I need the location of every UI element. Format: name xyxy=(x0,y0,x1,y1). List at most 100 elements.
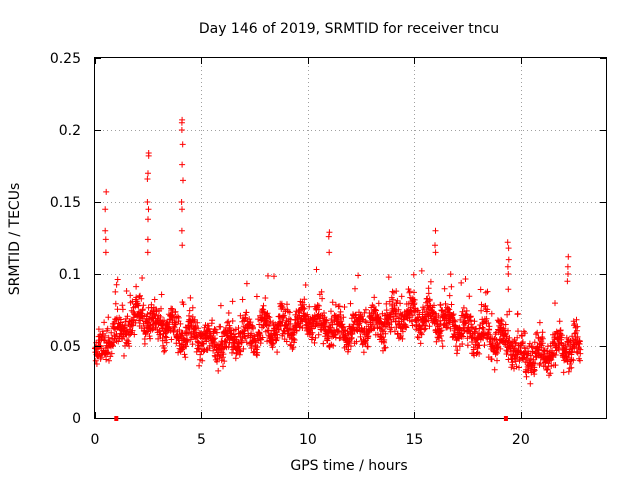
data-point xyxy=(129,322,136,329)
data-point xyxy=(373,307,379,314)
data-point xyxy=(505,245,512,252)
data-point xyxy=(380,334,387,341)
data-point xyxy=(110,343,116,349)
chart-title: Day 146 of 2019, SRMTID for receiver tnc… xyxy=(199,21,499,37)
data-point xyxy=(395,306,402,313)
data-point xyxy=(144,176,151,182)
data-point xyxy=(573,316,580,323)
data-point xyxy=(254,344,261,351)
data-point xyxy=(243,280,250,287)
data-point xyxy=(145,170,151,177)
data-point xyxy=(249,322,256,329)
data-point xyxy=(426,323,433,330)
data-point xyxy=(415,334,422,341)
data-point xyxy=(144,236,151,243)
data-point xyxy=(532,360,538,367)
data-point xyxy=(314,302,321,309)
data-point xyxy=(108,329,115,336)
data-point xyxy=(181,351,188,358)
data-point xyxy=(103,356,110,363)
data-point xyxy=(385,320,392,327)
data-point xyxy=(447,271,454,278)
data-point xyxy=(448,301,455,308)
data-point xyxy=(140,302,147,309)
data-point xyxy=(284,301,290,308)
data-point xyxy=(362,306,369,313)
data-point xyxy=(548,356,555,363)
data-point xyxy=(102,249,109,256)
data-point xyxy=(522,344,528,351)
data-point xyxy=(488,356,495,363)
data-point xyxy=(190,318,197,325)
data-point xyxy=(243,309,250,316)
data-point xyxy=(219,333,226,340)
data-point xyxy=(340,324,347,331)
data-point xyxy=(271,325,277,332)
data-point xyxy=(209,317,216,324)
data-point xyxy=(302,282,309,288)
data-point xyxy=(174,313,181,320)
data-point xyxy=(242,335,249,342)
data-point xyxy=(341,327,348,334)
x-axis-marker xyxy=(503,416,508,421)
data-point xyxy=(112,288,119,295)
data-point xyxy=(484,306,491,313)
data-point xyxy=(259,334,266,341)
data-point xyxy=(108,350,115,357)
y-tick-label: 0 xyxy=(72,411,81,427)
data-point xyxy=(187,294,194,301)
data-point xyxy=(283,338,290,345)
x-tick-label: 10 xyxy=(299,432,317,448)
data-point xyxy=(459,308,466,315)
data-point xyxy=(399,335,406,342)
data-point xyxy=(432,249,439,256)
data-point xyxy=(560,369,567,376)
data-point xyxy=(220,351,227,358)
data-point xyxy=(316,306,322,313)
data-point xyxy=(577,357,583,364)
data-point xyxy=(218,341,225,348)
data-point xyxy=(515,328,521,335)
data-point xyxy=(408,318,415,325)
data-point xyxy=(235,344,242,351)
data-point xyxy=(377,315,384,322)
data-point xyxy=(217,302,224,309)
data-point xyxy=(528,343,535,350)
data-point xyxy=(464,342,471,349)
data-point xyxy=(274,334,281,341)
data-point xyxy=(492,349,499,355)
data-point xyxy=(425,290,432,297)
data-point xyxy=(406,288,413,295)
data-point xyxy=(512,358,519,365)
data-point xyxy=(382,330,389,337)
data-point xyxy=(427,278,434,285)
data-point xyxy=(124,313,131,320)
ticks: 0 5 10 15 20 0 0.05 0.1 0.15 0.2 0.25 xyxy=(50,51,606,448)
data-point xyxy=(126,343,133,350)
data-point xyxy=(550,338,557,345)
data-point xyxy=(435,312,442,319)
data-point xyxy=(505,286,512,293)
data-point xyxy=(506,308,513,315)
data-point xyxy=(182,354,189,361)
data-point xyxy=(476,342,483,349)
data-point xyxy=(382,344,389,351)
data-point xyxy=(137,292,143,299)
data-point xyxy=(138,295,145,302)
data-point xyxy=(527,380,534,387)
data-point xyxy=(437,302,444,309)
data-point xyxy=(126,326,133,333)
data-point xyxy=(104,349,111,356)
data-point xyxy=(151,296,158,303)
data-point xyxy=(240,345,247,352)
data-point xyxy=(168,336,175,343)
data-point xyxy=(313,318,320,325)
data-point xyxy=(274,349,281,356)
data-point xyxy=(498,316,505,323)
data-point xyxy=(438,332,444,339)
data-point xyxy=(211,326,218,333)
data-point xyxy=(320,340,327,347)
data-point xyxy=(509,361,516,368)
data-point xyxy=(544,366,551,373)
data-point xyxy=(396,315,403,322)
